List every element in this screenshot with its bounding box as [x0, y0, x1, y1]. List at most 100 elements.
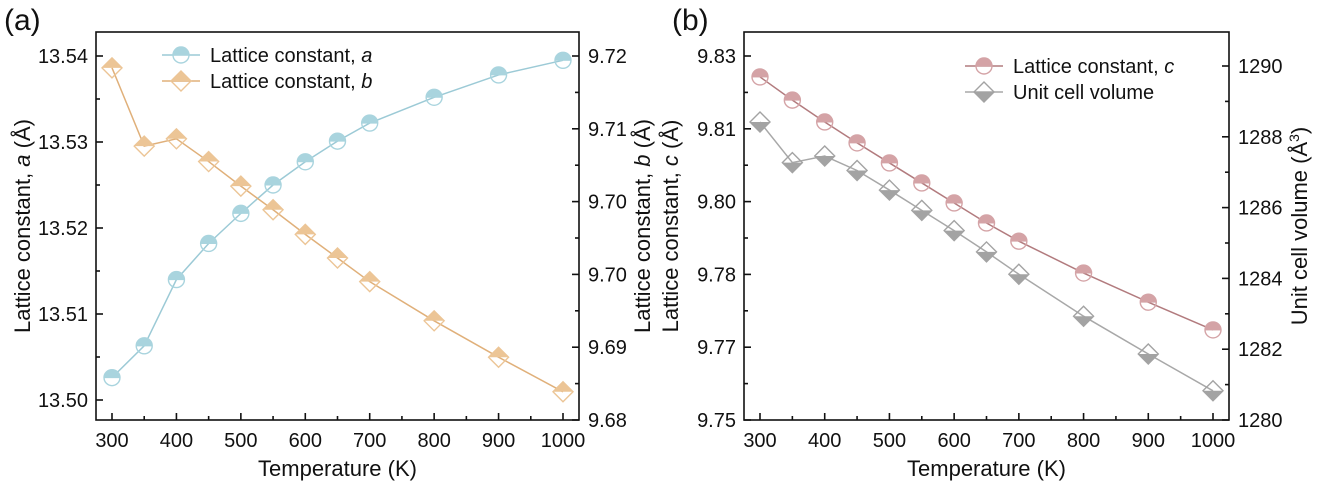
data-point	[229, 175, 252, 198]
y-left-tick-label: 9.83	[697, 46, 736, 68]
x-tick-label: 1000	[541, 430, 586, 452]
marker-fill	[1203, 390, 1223, 401]
marker-fill	[752, 68, 768, 77]
panel-b: (b) 300 400 500 600 700 800 900 1000 Temperature …	[672, 4, 1312, 481]
marker-fill	[555, 52, 571, 61]
x-tick-label: 900	[482, 430, 515, 452]
data-point	[1137, 343, 1160, 366]
data-point	[813, 145, 836, 168]
marker-fill	[976, 58, 992, 66]
data-point	[358, 270, 381, 293]
y-right-axis-title: Lattice constant, c (Å)	[658, 120, 683, 333]
data-point	[977, 214, 996, 232]
data-point	[552, 380, 574, 403]
data-point	[165, 127, 188, 150]
series-line	[111, 59, 564, 379]
marker-fill	[168, 271, 185, 280]
legend-item: Unit cell volume	[965, 81, 1154, 104]
y-right-tick-label: 9.68	[588, 410, 627, 432]
data-point	[296, 153, 314, 171]
marker-fill	[102, 57, 122, 68]
data-point	[172, 46, 190, 64]
legend-item: Lattice constant, b	[162, 70, 372, 93]
x-tick-label: 500	[224, 430, 257, 452]
data-point	[133, 135, 156, 158]
panel-label: (a)	[4, 4, 41, 37]
y-right-tick-label: 1288	[1238, 127, 1283, 149]
data-point	[167, 270, 186, 289]
data-point	[783, 91, 802, 109]
legend-item: Lattice constant, a	[162, 45, 372, 67]
data-point	[361, 114, 379, 132]
data-point	[554, 51, 572, 69]
marker-fill	[136, 337, 153, 346]
data-point	[487, 346, 510, 369]
x-tick-label: 900	[1132, 430, 1165, 452]
marker-fill	[104, 369, 120, 378]
x-tick-label: 300	[95, 430, 128, 452]
data-point	[232, 204, 250, 223]
legend-label: Lattice constant, a	[210, 45, 372, 67]
marker-fill	[297, 153, 314, 162]
marker-fill	[327, 248, 348, 259]
data-point	[1010, 232, 1028, 250]
marker-fill	[816, 113, 833, 122]
y-left-tick-label: 9.81	[697, 119, 736, 141]
data-point	[1139, 293, 1157, 311]
x-tick-label: 500	[873, 430, 906, 452]
legend: Lattice constant, c Unit cell volume	[965, 56, 1174, 104]
marker-fill	[1073, 316, 1094, 327]
panel-label: (b)	[672, 4, 709, 37]
data-point	[878, 179, 901, 202]
data-point	[328, 132, 347, 150]
x-tick-label: 400	[808, 430, 841, 452]
y-right-tick-label: 1280	[1238, 410, 1283, 432]
y-left-axis-title: Lattice constant, a (Å)	[10, 119, 35, 333]
legend-label: Lattice constant, c	[1013, 56, 1174, 78]
data-point	[294, 223, 317, 246]
x-axis-title: Temperature (K)	[258, 456, 417, 481]
panel-a: (a) 300 400 500 600 700 800 900 1000 Temperature …	[4, 4, 683, 481]
marker-fill	[1205, 321, 1221, 330]
x-tick-label: 300	[743, 430, 776, 452]
y-right-tick-label: 9.69	[588, 337, 627, 359]
marker-fill	[200, 235, 217, 244]
data-point	[913, 174, 931, 192]
marker-fill	[946, 194, 963, 203]
y-right-tick-label: 9.70	[588, 264, 627, 286]
marker-fill	[881, 154, 898, 163]
y-right-tick-label: 1290	[1238, 56, 1283, 78]
data-point	[1074, 264, 1093, 282]
x-tick-label: 700	[1002, 430, 1035, 452]
marker-fill	[1075, 265, 1092, 274]
series-lattice-constant-b	[101, 56, 574, 403]
data-point	[423, 309, 446, 332]
legend-label: Lattice constant, b	[210, 71, 372, 93]
marker-fill	[329, 133, 346, 142]
series-lattice-constant-c	[751, 68, 1222, 339]
data-point	[816, 113, 834, 131]
marker-fill	[1140, 294, 1157, 303]
data-point	[199, 234, 218, 253]
marker-fill	[490, 66, 507, 75]
data-point	[489, 66, 508, 84]
marker-fill	[1138, 354, 1159, 365]
data-point	[425, 88, 443, 106]
data-point	[846, 159, 869, 182]
y-right-tick-label: 1284	[1238, 268, 1283, 290]
marker-fill	[361, 115, 378, 124]
data-point	[749, 111, 771, 134]
marker-fill	[265, 177, 282, 185]
x-axis-title: Temperature (K)	[907, 456, 1066, 481]
legend-item: Lattice constant, c	[965, 56, 1174, 78]
x-tick-label: 700	[353, 430, 386, 452]
data-point	[751, 68, 769, 86]
data-point	[781, 151, 804, 174]
marker-fill	[1010, 233, 1027, 242]
x-tick-label: 1000	[1191, 430, 1236, 452]
y-right-tick-label: 9.72	[588, 46, 627, 68]
marker-fill	[911, 210, 932, 221]
marker-fill	[359, 271, 380, 282]
data-point	[1072, 305, 1095, 328]
